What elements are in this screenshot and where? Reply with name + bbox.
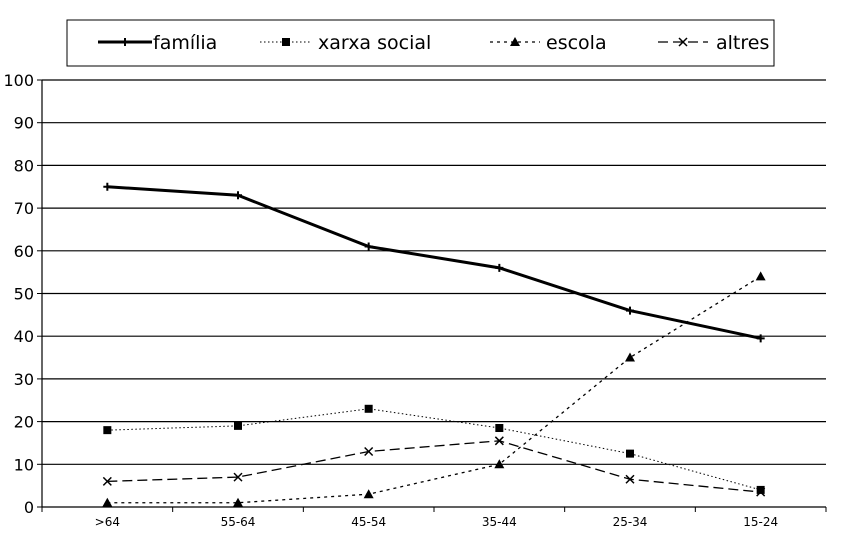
- data-point: [495, 424, 504, 433]
- data-point: [756, 485, 765, 494]
- y-tick-label: 30: [14, 370, 34, 389]
- legend-label: xarxa social: [318, 32, 431, 54]
- data-point: [233, 497, 243, 507]
- data-point: [756, 487, 766, 497]
- legend-marker: [510, 37, 520, 46]
- legend-marker: [282, 38, 290, 46]
- data-point: [625, 352, 635, 362]
- x-tick-label: 45-54: [351, 515, 386, 529]
- legend-marker: [121, 38, 129, 46]
- data-point: [756, 334, 765, 343]
- y-tick-label: 10: [14, 455, 34, 474]
- y-tick-label: 60: [14, 242, 34, 261]
- x-tick-label: >64: [95, 515, 120, 529]
- data-point: [233, 472, 243, 482]
- series-line-3: [107, 440, 761, 493]
- y-tick-label: 90: [14, 114, 34, 133]
- x-tick-label: 15-24: [743, 515, 778, 529]
- data-point: [494, 459, 505, 469]
- data-point: [755, 271, 766, 281]
- series-line-0: [107, 185, 761, 340]
- data-point: [364, 404, 373, 413]
- data-point: [494, 436, 504, 446]
- data-point: [626, 306, 634, 315]
- y-tick-label: 40: [14, 327, 34, 346]
- y-tick-label: 100: [3, 71, 34, 90]
- legend-label: altres: [716, 32, 769, 54]
- data-point: [495, 263, 504, 272]
- data-point: [234, 191, 242, 200]
- y-tick-label: 50: [14, 285, 34, 304]
- legend-box: [66, 19, 775, 67]
- data-point: [103, 182, 112, 191]
- y-tick-label: 70: [14, 199, 34, 218]
- legend-label: família: [153, 32, 217, 54]
- series-line-1: [107, 408, 761, 491]
- legend-marker: [678, 37, 688, 47]
- y-tick-label: 20: [14, 413, 34, 432]
- series-lines: [102, 182, 766, 507]
- legend-label: escola: [546, 32, 607, 54]
- grid-lines: [42, 79, 826, 465]
- series-line-2: [107, 275, 762, 504]
- data-point: [234, 421, 242, 430]
- data-point: [626, 449, 634, 458]
- data-point: [102, 497, 113, 507]
- legend: família xarxa social escola altres: [66, 19, 775, 67]
- data-point: [625, 474, 635, 484]
- data-point: [103, 426, 112, 435]
- data-point: [363, 489, 374, 499]
- x-tick-label: 25-34: [613, 515, 648, 529]
- data-point: [364, 242, 373, 251]
- x-tick-label: 35-44: [482, 515, 517, 529]
- data-point: [102, 476, 112, 486]
- y-axis-ticks: 0 10 20 30 40 50 60 70 80 90 100: [3, 71, 34, 517]
- x-axis-ticks: >64 55-64 45-54 35-44 25-34 15-24: [95, 515, 778, 529]
- x-tick-label: 55-64: [221, 515, 256, 529]
- y-tick-label: 0: [24, 498, 34, 517]
- axes: [37, 79, 827, 512]
- y-tick-label: 80: [14, 156, 34, 175]
- data-point: [364, 446, 374, 457]
